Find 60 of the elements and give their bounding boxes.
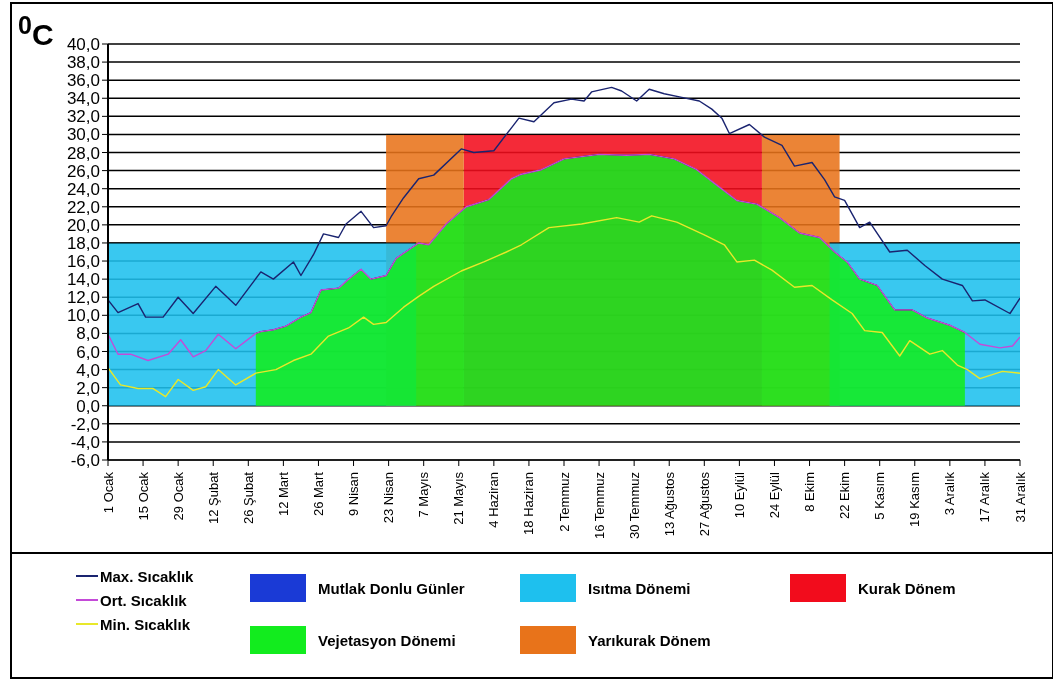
y-tick-label: 2,0 [76,378,100,398]
y-tick-label: 12,0 [66,288,100,308]
y-tick-label: 26,0 [66,161,100,181]
x-tick-label: 26 Şubat [240,471,256,525]
legend-label: Min. Sıcaklık [100,615,191,633]
y-tick-label: -6,0 [70,451,100,471]
y-tick-label: -2,0 [70,414,100,434]
x-tick-label: 12 Şubat [205,471,221,525]
y-tick-label: 22,0 [66,197,100,217]
x-tick-label: 10 Eylül [731,471,747,519]
legend-label: Isıtma Dönemi [588,579,691,597]
x-tick-label: 12 Mart [275,471,291,517]
legend-label: Kurak Dönem [858,579,956,597]
y-tick-label: 0,0 [76,396,100,416]
x-tick-label: 4 Haziran [486,472,502,528]
x-tick-label: 23 Nisan [381,472,397,524]
legend-label: Max. Sıcaklık [100,567,194,585]
legend-label: Ort. Sıcaklık [100,591,187,609]
x-tick-label: 7 Mayıs [416,471,432,518]
y-tick-label: 4,0 [76,360,100,380]
x-tick-label: 5 Kasım [872,472,888,520]
legend-label: Yarıkurak Dönem [588,631,711,649]
x-tick-label: 2 Temmuz [556,472,572,532]
y-axis-title: $^{0}$C [18,10,54,52]
y-tick-label: 38,0 [66,53,100,73]
y-tick-label: 32,0 [66,107,100,127]
x-tick-label: 13 Ağustos [661,471,677,537]
y-tick-label: 6,0 [76,342,100,362]
y-tick-label: -4,0 [70,432,100,452]
y-tick-label: 20,0 [66,215,100,235]
x-tick-label: 8 Ekim [802,472,818,512]
x-tick-label: 24 Eylül [766,471,782,519]
x-tick-label: 21 Mayıs [451,471,467,525]
x-tick-label: 31 Aralık [1012,471,1028,523]
y-tick-label: 36,0 [66,71,100,91]
x-tick-label: 22 Ekim [837,472,853,519]
x-tick-label: 30 Temmuz [626,472,642,539]
y-tick-label: 8,0 [76,324,100,344]
y-tick-label: 10,0 [66,306,100,326]
y-tick-label: 16,0 [66,252,100,272]
x-tick-label: 16 Temmuz [591,472,607,539]
y-tick-label: 24,0 [66,179,100,199]
y-tick-label: 30,0 [66,125,100,145]
x-tick-label: 17 Aralık [977,471,993,523]
y-tick-label: 18,0 [66,233,100,253]
x-tick-label: 29 Ocak [170,471,186,521]
x-tick-label: 3 Aralık [942,471,958,516]
x-tick-label: 1 Ocak [100,471,116,514]
x-tick-label: 9 Nisan [346,472,362,517]
x-tick-label: 27 Ağustos [696,471,712,537]
x-tick-label: 18 Haziran [521,472,537,535]
x-tick-label: 26 Mart [310,471,326,517]
x-tick-label: 15 Ocak [135,471,151,521]
legend-label: Vejetasyon Dönemi [318,631,456,649]
y-tick-label: 28,0 [66,143,100,163]
x-tick-label: 19 Kasım [907,472,923,527]
y-tick-label: 14,0 [66,270,100,290]
legend-label: Mutlak Donlu Günler [318,579,465,597]
y-tick-label: 40,0 [66,35,100,55]
y-tick-label: 34,0 [66,89,100,109]
